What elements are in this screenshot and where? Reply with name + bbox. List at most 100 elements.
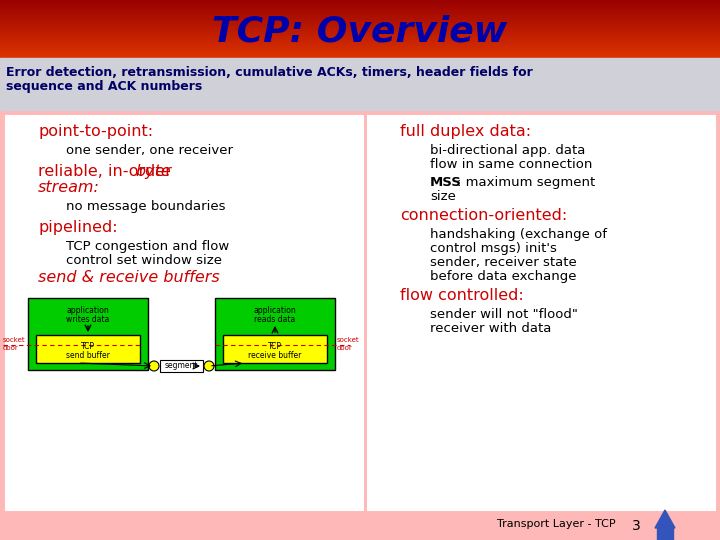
Bar [0,22,720,23]
Circle shape [48,201,56,209]
Text: sequence and ACK numbers: sequence and ACK numbers [6,80,202,93]
Polygon shape [655,510,675,528]
Bar [0,51,720,52]
Bar [0,8,720,9]
Text: no message boundaries: no message boundaries [66,200,225,213]
Bar [0,13,720,14]
Bar [0,48,720,49]
Circle shape [48,241,56,249]
Bar [0,45,720,46]
Circle shape [410,229,418,237]
Bar [0,5,720,6]
Bar [0,6,720,7]
Bar [0,53,720,54]
Bar [367,115,715,510]
Bar [0,15,720,16]
Bar [0,28,720,29]
Bar [0,17,720,18]
Text: socket: socket [3,337,26,343]
Bar [378,125,386,133]
Text: byte: byte [135,164,171,179]
Bar [0,47,720,48]
Bar [0,23,720,24]
Bar [0,2,720,3]
Bar [16,274,24,282]
Bar [0,33,720,34]
Bar [378,209,386,217]
Circle shape [410,309,418,317]
Circle shape [149,361,159,371]
Text: stream:: stream: [38,180,100,195]
Bar [16,125,24,133]
Circle shape [410,145,418,153]
Text: receiver with data: receiver with data [430,322,552,335]
Text: one sender, one receiver: one sender, one receiver [66,144,233,157]
Bar [0,44,720,45]
Text: full duplex data:: full duplex data: [400,124,531,139]
Text: socket: socket [337,337,359,343]
Text: sender, receiver state: sender, receiver state [430,256,577,269]
Text: flow controlled:: flow controlled: [400,288,523,303]
Text: Transport Layer - TCP: Transport Layer - TCP [498,519,616,529]
Text: TCP: TCP [81,342,95,351]
Text: Error detection, retransmission, cumulative ACKs, timers, header fields for: Error detection, retransmission, cumulat… [6,66,533,79]
Text: send & receive buffers: send & receive buffers [38,270,220,285]
Bar [0,1,720,2]
Bar [0,52,720,53]
Text: MSS: MSS [430,176,462,189]
Bar [0,19,720,20]
Bar [0,10,720,11]
Circle shape [410,177,418,185]
Text: TCP: Overview: TCP: Overview [212,14,508,48]
Bar [0,110,720,540]
Text: control msgs) init's: control msgs) init's [430,242,557,255]
Bar [0,31,720,32]
Text: connection-oriented:: connection-oriented: [400,208,567,223]
Text: segment: segment [165,361,198,370]
Bar [0,32,720,33]
Text: application: application [67,306,109,315]
Text: control set window size: control set window size [66,254,222,267]
Bar [0,41,720,42]
Text: application: application [253,306,297,315]
Bar [0,4,720,5]
Bar [0,16,720,17]
Text: point-to-point:: point-to-point: [38,124,153,139]
Bar [0,18,720,19]
Bar [5,115,363,510]
Bar [378,289,386,297]
Bar [0,20,720,21]
Bar [0,0,720,1]
Bar [0,43,720,44]
Bar [0,49,720,50]
Text: size: size [430,190,456,203]
Bar [0,3,720,4]
Bar [0,42,720,43]
Text: reads data: reads data [254,315,296,324]
Circle shape [204,361,214,371]
Bar [0,58,720,110]
Bar [0,34,720,35]
Text: before data exchange: before data exchange [430,270,577,283]
Text: bi-directional app. data: bi-directional app. data [430,144,585,157]
Bar [0,39,720,40]
Text: door: door [3,345,19,351]
Text: pipelined:: pipelined: [38,220,117,235]
Bar [0,37,720,38]
Bar [16,165,24,173]
Circle shape [48,145,56,153]
Bar [0,26,720,27]
Bar [0,50,720,51]
Bar [0,7,720,8]
Text: writes data: writes data [66,315,109,324]
Text: reliable, in-order: reliable, in-order [38,164,177,179]
Text: TCP: TCP [268,342,282,351]
Bar [0,57,720,58]
Text: send buffer: send buffer [66,351,110,360]
Text: door: door [337,345,353,351]
Bar [160,360,203,372]
Bar [36,335,140,363]
Bar [0,24,720,25]
Bar [0,29,720,30]
Text: sender will not "flood": sender will not "flood" [430,308,578,321]
